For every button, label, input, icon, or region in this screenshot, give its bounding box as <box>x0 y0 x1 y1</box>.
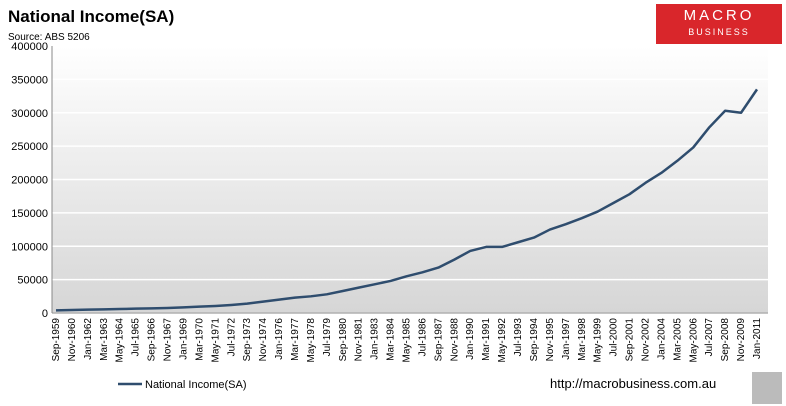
x-tick-label: Jan-2011 <box>752 318 763 359</box>
x-tick-label: Sep-1973 <box>242 318 253 362</box>
x-tick-label: Sep-1994 <box>529 318 540 362</box>
x-tick-label: Jan-1983 <box>370 318 381 360</box>
fox-logo <box>752 372 782 404</box>
x-tick-label: Sep-1987 <box>433 318 444 362</box>
chart-subtitle: Source: ABS 5206 <box>8 32 90 43</box>
y-tick-label: 200000 <box>11 175 48 187</box>
x-tick-label: Jan-1976 <box>274 318 285 360</box>
x-tick-label: Nov-1960 <box>67 318 78 362</box>
y-tick-label: 50000 <box>17 275 48 287</box>
x-tick-label: Jul-1965 <box>131 318 142 357</box>
x-tick-label: May-1999 <box>593 318 604 363</box>
x-tick-label: Sep-2008 <box>720 318 731 362</box>
x-tick-label: Jan-1962 <box>83 318 94 360</box>
legend-label: National Income(SA) <box>145 379 247 391</box>
x-tick-label: Jul-1986 <box>417 318 428 357</box>
x-tick-label: Mar-1991 <box>481 318 492 361</box>
x-tick-label: Nov-2009 <box>736 318 747 362</box>
logo-text: MACRO <box>684 7 755 24</box>
y-tick-label: 100000 <box>11 241 48 253</box>
x-tick-label: Mar-1963 <box>99 318 110 361</box>
x-tick-label: Nov-1974 <box>258 318 269 362</box>
x-tick-label: Jul-2000 <box>609 318 620 357</box>
x-tick-label: Mar-1977 <box>290 318 301 361</box>
x-tick-label: May-2006 <box>688 318 699 363</box>
y-tick-label: 350000 <box>11 74 48 86</box>
x-tick-label: Sep-1980 <box>338 318 349 362</box>
x-tick-label: Nov-1988 <box>449 318 460 362</box>
y-tick-label: 250000 <box>11 141 48 153</box>
x-tick-label: Nov-1981 <box>354 318 365 362</box>
chart-title: National Income(SA) <box>8 7 174 26</box>
x-tick-label: Mar-1998 <box>577 318 588 361</box>
x-tick-label: Jan-1990 <box>465 318 476 360</box>
series-line <box>55 88 759 312</box>
x-tick-label: Nov-2002 <box>640 318 651 362</box>
x-tick-label: Sep-2001 <box>625 318 636 362</box>
y-tick-label: 150000 <box>11 208 48 220</box>
x-tick-label: Nov-1967 <box>163 318 174 362</box>
x-tick-label: Nov-1995 <box>545 318 556 362</box>
x-tick-label: Mar-1970 <box>194 318 205 361</box>
logo-box <box>656 4 782 44</box>
y-tick-label: 300000 <box>11 108 48 120</box>
x-tick-label: Mar-2005 <box>672 318 683 361</box>
x-tick-label: May-1978 <box>306 318 317 363</box>
footer-url: http://macrobusiness.com.au <box>550 376 716 391</box>
x-tick-label: May-1985 <box>402 318 413 363</box>
x-tick-label: Jul-2007 <box>704 318 715 357</box>
x-tick-label: Mar-1984 <box>386 318 397 361</box>
x-tick-label: Sep-1959 <box>51 318 62 362</box>
x-tick-label: Jan-1997 <box>561 318 572 360</box>
logo-text: BUSINESS <box>688 27 750 37</box>
x-tick-label: May-1964 <box>115 318 126 363</box>
x-tick-label: May-1992 <box>497 318 508 363</box>
x-tick-label: Jan-2004 <box>656 318 667 360</box>
x-tick-label: Sep-1966 <box>147 318 158 362</box>
x-tick-label: Jul-1979 <box>322 318 333 357</box>
y-tick-label: 0 <box>42 308 48 320</box>
x-tick-label: Jan-1969 <box>178 318 189 360</box>
y-tick-label: 400000 <box>11 41 48 53</box>
x-tick-label: May-1971 <box>210 318 221 363</box>
x-tick-label: Jul-1972 <box>226 318 237 357</box>
x-tick-label: Jul-1993 <box>513 318 524 357</box>
